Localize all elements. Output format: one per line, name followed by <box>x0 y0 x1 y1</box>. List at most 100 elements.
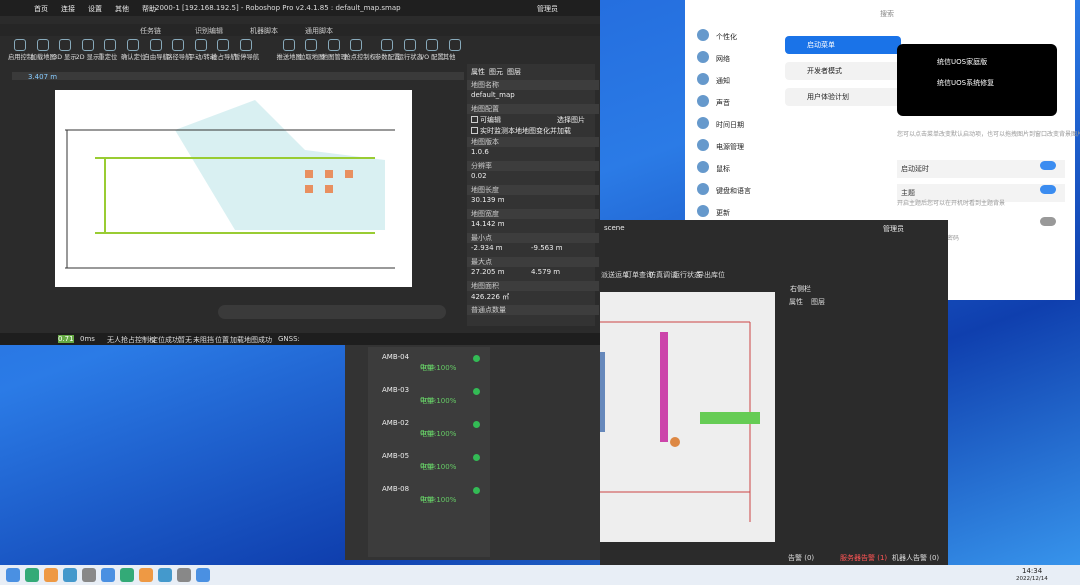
robot-name[interactable]: AMB-02 <box>382 419 410 427</box>
tool-label[interactable]: I/O 配置 <box>420 54 444 61</box>
tool-label[interactable]: 其他 <box>442 54 456 61</box>
nav-item[interactable]: 更新 <box>716 209 730 217</box>
tool-icon[interactable] <box>59 39 72 51</box>
task-icon[interactable] <box>44 568 58 582</box>
tool-label[interactable]: 参数配置 <box>375 54 401 61</box>
nav-icon[interactable] <box>697 51 709 63</box>
nav-item[interactable]: 通知 <box>716 77 730 85</box>
nav-icon[interactable] <box>697 139 709 151</box>
tool-label[interactable]: 抢点控制权 <box>344 54 376 61</box>
tool-icon[interactable] <box>14 39 26 51</box>
tool-label[interactable]: 推送地图 <box>276 54 302 61</box>
tab[interactable]: 识别编辑 <box>195 27 223 35</box>
tool-label[interactable]: 启用控制 <box>8 54 34 61</box>
panel-tab[interactable]: 图层 <box>507 68 521 76</box>
alert[interactable]: 机器人告警 (0) <box>892 554 940 562</box>
nav-icon[interactable] <box>697 205 709 217</box>
menu-item[interactable]: 设置 <box>88 5 102 13</box>
menu-item[interactable]: 其他 <box>115 5 129 13</box>
checkbox-label[interactable]: 可编辑 <box>480 116 501 124</box>
tool-label[interactable]: 运行状态 <box>397 54 423 61</box>
tool-label[interactable]: 派送运单 <box>601 271 629 279</box>
tool-label[interactable]: 订单查询 <box>625 271 653 279</box>
task-icon[interactable] <box>25 568 39 582</box>
tool-label[interactable]: 路径导航 <box>166 54 192 61</box>
nav-item[interactable]: 键盘和语言 <box>716 187 751 195</box>
tool-icon[interactable] <box>381 39 393 51</box>
checkbox-label[interactable]: 实时监测本地地图变化并加载 <box>480 127 571 135</box>
nav-item[interactable]: 网络 <box>716 55 730 63</box>
toggle[interactable] <box>1040 185 1056 194</box>
tool-label[interactable]: 3D 显示 <box>53 54 77 61</box>
tool-label[interactable]: 暂停导航 <box>234 54 260 61</box>
nav-item[interactable]: 电源管理 <box>716 143 744 151</box>
pick-image[interactable]: 选择图片 <box>557 116 585 124</box>
tool-icon[interactable] <box>350 39 363 51</box>
section[interactable]: 用户体验计划 <box>785 88 901 106</box>
task-icon[interactable] <box>120 568 134 582</box>
tool-icon[interactable] <box>403 39 416 51</box>
nav-item[interactable]: 声音 <box>716 99 730 107</box>
nav-icon[interactable] <box>697 117 709 129</box>
boot-item[interactable]: 统信UOS家庭版 <box>937 58 988 66</box>
toggle[interactable] <box>1040 161 1056 170</box>
tool-icon[interactable] <box>217 39 230 51</box>
tool-icon[interactable] <box>81 39 94 51</box>
task-icon[interactable] <box>139 568 153 582</box>
nav-icon[interactable] <box>697 73 709 85</box>
tool-icon[interactable] <box>448 39 461 51</box>
robot-name[interactable]: AMB-08 <box>382 485 410 493</box>
tool-label[interactable]: 2D 显示 <box>75 54 100 61</box>
robot-name[interactable]: AMB-05 <box>382 452 410 460</box>
section[interactable]: 启动菜单 <box>785 36 901 54</box>
task-icon[interactable] <box>196 568 210 582</box>
tool-label[interactable]: 拉取地图 <box>299 54 325 61</box>
tool-label[interactable]: 加载地图 <box>30 54 56 61</box>
side-tab[interactable]: 图层 <box>811 298 825 306</box>
side-tab[interactable]: 属性 <box>789 298 803 306</box>
nav-icon[interactable] <box>697 161 709 173</box>
tool-icon[interactable] <box>282 39 295 51</box>
nav-item[interactable]: 鼠标 <box>716 165 730 173</box>
panel-tab[interactable]: 属性 <box>471 68 485 76</box>
tool-icon[interactable] <box>149 39 162 51</box>
tool-icon[interactable] <box>426 39 439 51</box>
alert[interactable]: 服务器告警 (1) <box>840 554 888 562</box>
task-icon[interactable] <box>6 568 20 582</box>
panel-tab[interactable]: 图元 <box>489 68 503 76</box>
tool-icon[interactable] <box>327 39 340 51</box>
task-icon[interactable] <box>63 568 77 582</box>
toggle[interactable] <box>1040 217 1056 226</box>
nav-icon[interactable] <box>697 183 709 195</box>
tool-icon[interactable] <box>305 39 318 51</box>
menu-item[interactable]: 帮助 <box>142 5 156 13</box>
robot-name[interactable]: AMB-03 <box>382 386 410 394</box>
task-icon[interactable] <box>101 568 115 582</box>
tool-label[interactable]: 重定位 <box>98 54 118 61</box>
nav-item[interactable]: 时间日期 <box>716 121 744 129</box>
checkbox[interactable] <box>471 127 478 134</box>
tool-icon[interactable] <box>240 39 252 51</box>
nav-icon[interactable] <box>697 95 709 107</box>
tool-icon[interactable] <box>104 39 117 51</box>
nav-icon[interactable] <box>697 29 709 41</box>
tool-icon[interactable] <box>194 39 207 51</box>
tab[interactable]: 机器脚本 <box>250 27 278 35</box>
tool-icon[interactable] <box>127 39 139 51</box>
task-icon[interactable] <box>82 568 96 582</box>
tool-label[interactable]: 导出库位 <box>697 271 725 279</box>
tool-label[interactable]: 自由导航 <box>143 54 169 61</box>
tab[interactable]: 通用脚本 <box>305 27 333 35</box>
alert[interactable]: 告警 (0) <box>788 554 815 562</box>
tab[interactable]: 任务链 <box>140 27 161 35</box>
tool-icon[interactable] <box>172 39 185 51</box>
robot-name[interactable]: AMB-04 <box>382 353 410 361</box>
menu-item[interactable]: 连接 <box>61 5 75 13</box>
section[interactable]: 开发者模式 <box>785 62 901 80</box>
checkbox[interactable] <box>471 116 478 123</box>
menu-item[interactable]: 首页 <box>34 5 48 13</box>
boot-item[interactable]: 统信UOS系统修复 <box>937 79 995 87</box>
task-icon[interactable] <box>158 568 172 582</box>
tool-label[interactable]: 确认定位 <box>121 54 147 61</box>
nav-item[interactable]: 个性化 <box>716 33 737 41</box>
